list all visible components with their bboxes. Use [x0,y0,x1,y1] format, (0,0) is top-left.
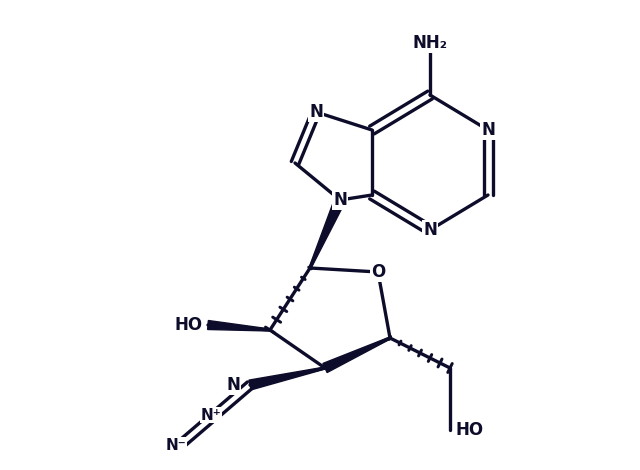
Text: N: N [309,103,323,121]
Text: N: N [481,121,495,139]
Text: O: O [371,263,385,281]
Polygon shape [323,337,390,373]
Text: N: N [226,376,240,394]
Text: HO: HO [175,316,203,334]
Text: NH₂: NH₂ [413,34,447,52]
Text: HO: HO [455,421,483,439]
Polygon shape [249,367,325,390]
Text: N: N [333,191,347,209]
Polygon shape [309,198,345,268]
Polygon shape [207,321,270,331]
Text: N⁺: N⁺ [200,407,221,423]
Text: N: N [423,221,437,239]
Text: N⁻: N⁻ [166,438,186,453]
